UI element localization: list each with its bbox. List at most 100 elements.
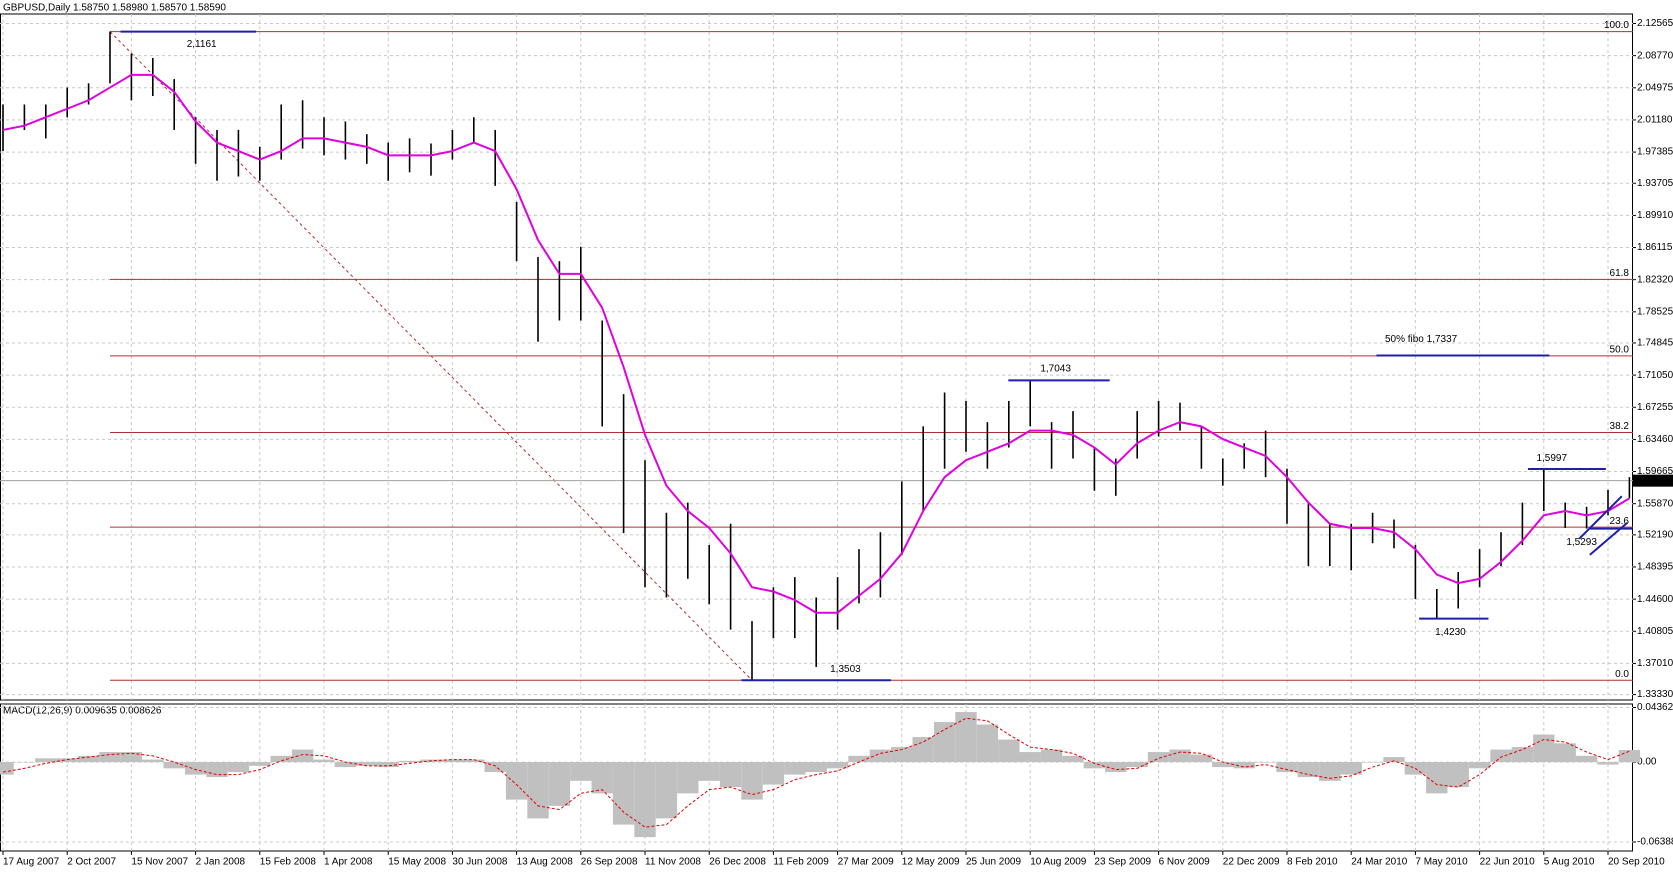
y-tick-label: 0.043623 <box>1637 702 1673 713</box>
macd-bar <box>334 762 357 768</box>
y-tick-label: 1.78525 <box>1637 306 1673 317</box>
x-tick-label: 15 May 2008 <box>388 857 446 868</box>
chart-title: GBPUSD,Daily 1.58750 1.58980 1.58570 1.5… <box>3 3 226 14</box>
x-tick-label: 25 Jun 2009 <box>966 857 1021 868</box>
y-tick-label: 1.82320 <box>1637 274 1673 285</box>
x-tick-label: 20 Sep 2010 <box>1608 857 1665 868</box>
macd-bar <box>356 762 378 766</box>
y-tick-label: 1.59665 <box>1637 466 1673 477</box>
macd-bar <box>912 737 934 763</box>
x-tick-label: 6 Nov 2009 <box>1159 857 1211 868</box>
macd-bar <box>313 759 335 763</box>
macd-bar <box>1105 762 1127 773</box>
macd-bar <box>869 749 892 763</box>
annotation-label: 1,7043 <box>1040 363 1071 374</box>
y-tick-label: 1.48395 <box>1637 562 1673 573</box>
x-tick-label: 10 Aug 2009 <box>1030 857 1087 868</box>
macd-bar <box>270 755 292 763</box>
macd-bar <box>527 762 549 819</box>
channel-line <box>1578 495 1623 540</box>
macd-bar <box>655 762 678 819</box>
macd-bar <box>677 762 699 794</box>
macd-bar <box>1490 749 1512 763</box>
x-tick-label: 13 Aug 2008 <box>517 857 574 868</box>
fib-label: 0.0 <box>1615 669 1629 680</box>
x-tick-label: 30 Jun 2008 <box>452 857 507 868</box>
x-tick-label: 22 Dec 2009 <box>1223 857 1280 868</box>
macd-bar <box>35 758 57 763</box>
macd-bar <box>99 752 121 763</box>
macd-bar <box>1062 755 1084 763</box>
x-tick-label: 27 Mar 2009 <box>838 857 895 868</box>
fib-label: 100.0 <box>1604 20 1629 31</box>
y-tick-label: 1.55870 <box>1637 498 1673 509</box>
macd-bar <box>1126 762 1148 768</box>
macd-bar <box>1019 752 1041 763</box>
y-tick-label: 1.67255 <box>1637 402 1673 413</box>
macd-bar <box>1575 755 1598 763</box>
macd-bar <box>142 759 164 763</box>
macd-bar <box>955 712 977 763</box>
macd-bar <box>741 762 763 800</box>
x-tick-label: 26 Sep 2008 <box>581 857 638 868</box>
y-tick-label: 1.86115 <box>1637 242 1673 253</box>
y-tick-label: 0.00 <box>1637 757 1657 768</box>
annotation-label: 1,3503 <box>830 664 861 675</box>
macd-bar <box>249 762 271 766</box>
y-tick-label: 1.44600 <box>1637 594 1673 605</box>
x-tick-label: 1 Apr 2008 <box>324 857 373 868</box>
y-tick-label: 1.37010 <box>1637 658 1673 669</box>
x-tick-label: 15 Nov 2007 <box>131 857 188 868</box>
macd-bar <box>1233 762 1255 769</box>
x-tick-label: 5 Aug 2010 <box>1544 857 1595 868</box>
macd-bar <box>1040 749 1063 763</box>
x-tick-label: 11 Feb 2009 <box>773 857 829 868</box>
macd-bar <box>77 755 100 763</box>
macd-bar <box>1554 743 1576 763</box>
x-tick-label: 22 Jun 2010 <box>1480 857 1535 868</box>
macd-bar <box>826 762 849 769</box>
macd-bar <box>1297 762 1320 778</box>
annotation-label: 1,5997 <box>1536 453 1567 464</box>
macd-bar <box>784 762 806 775</box>
macd-bar <box>1083 762 1106 769</box>
macd-bar <box>484 762 506 773</box>
macd-bar <box>1147 752 1170 763</box>
fib-label: 61.8 <box>1610 268 1630 279</box>
x-tick-label: 7 May 2010 <box>1415 857 1468 868</box>
y-tick-label: 1.71050 <box>1637 370 1673 381</box>
x-tick-label: 17 Aug 2007 <box>3 857 60 868</box>
macd-bar <box>848 755 870 763</box>
signal-line <box>2 717 1630 828</box>
moving-average <box>2 73 1630 614</box>
channel-line <box>1589 522 1628 556</box>
current-price-tag <box>1633 474 1673 487</box>
macd-bar <box>1511 747 1534 763</box>
macd-bar <box>1447 762 1469 788</box>
macd-bar <box>719 762 742 788</box>
macd-bar <box>1533 734 1555 763</box>
fib-label: 50.0 <box>1610 345 1630 356</box>
macd-bar <box>634 762 656 838</box>
macd-bar <box>612 762 635 825</box>
macd-bar <box>120 752 143 763</box>
x-tick-label: 8 Feb 2010 <box>1287 857 1338 868</box>
x-tick-label: 23 Sep 2009 <box>1094 857 1151 868</box>
macd-bar <box>548 762 571 806</box>
y-tick-label: 2.12565 <box>1637 18 1673 29</box>
macd-bar <box>1468 762 1491 769</box>
y-tick-label: 1.52190 <box>1637 530 1673 541</box>
y-tick-label: 1.40805 <box>1637 626 1673 637</box>
macd-bar <box>1212 762 1234 768</box>
y-tick-label: 1.63460 <box>1637 434 1673 445</box>
current-price-label: 1.58590 <box>1637 475 1673 486</box>
macd-bar <box>291 749 314 763</box>
macd-bar <box>762 762 785 785</box>
macd-bar <box>1254 762 1277 763</box>
macd-bar <box>184 762 207 775</box>
macd-bar <box>998 739 1020 763</box>
y-tick-label: 2.04975 <box>1637 82 1673 93</box>
fib-label: 38.2 <box>1610 421 1630 432</box>
annotation-label: 1,5293 <box>1566 537 1597 548</box>
